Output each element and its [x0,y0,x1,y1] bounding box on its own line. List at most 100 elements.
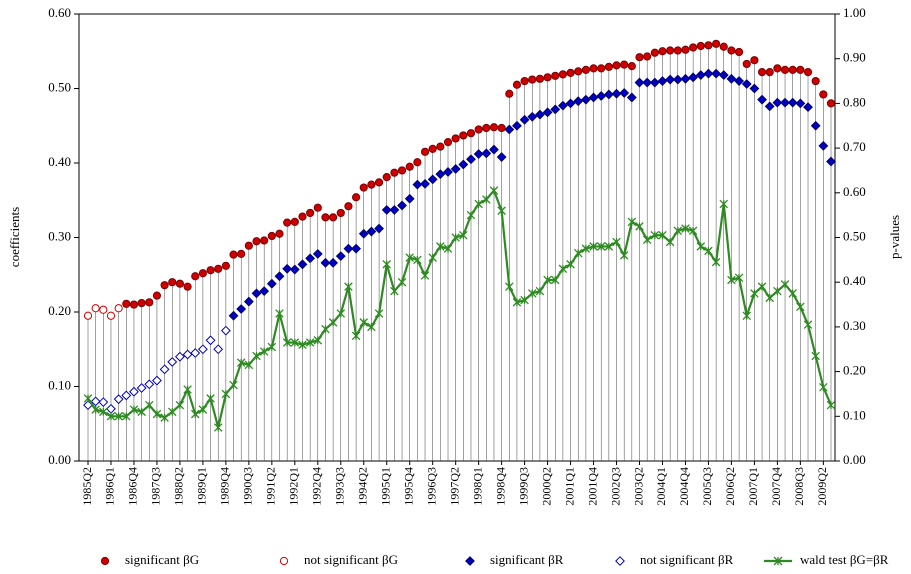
data-point [114,304,123,313]
data-point [344,282,353,291]
data-point [489,144,499,155]
data-point [106,403,116,414]
x-tick-label: 1995Q4 [401,467,415,506]
data-point [711,68,722,79]
data-point [313,203,322,212]
x-tick-label: 2008Q3 [792,467,806,506]
data-point [336,309,346,318]
data-point [672,74,683,85]
data-point [390,286,399,296]
data-point [512,298,522,307]
data-point [175,279,185,288]
data-point [505,89,514,98]
data-point [420,178,430,189]
data-point [795,98,806,109]
legend-label: not significant βG [304,552,398,567]
data-point [450,164,461,174]
data-point [818,140,829,151]
x-tick-label: 1986Q4 [126,467,140,506]
data-point [98,397,109,408]
data-point [773,64,782,73]
legend-marker [100,556,110,566]
data-point [137,407,146,417]
data-point [597,64,606,73]
data-point [459,131,468,140]
data-point [466,210,476,220]
legend-label: significant βG [125,552,199,567]
data-point [412,179,423,190]
data-point [826,99,836,108]
data-point [236,304,247,314]
data-point [565,98,576,109]
data-point [619,251,629,260]
data-point [665,237,675,247]
data-point [160,281,169,290]
data-point [244,360,254,370]
data-point [382,173,391,182]
data-point [765,293,774,303]
data-point [152,291,162,300]
data-point [750,56,759,65]
x-tick-label: 1985Q2 [80,467,94,506]
data-point [243,296,254,307]
data-point [321,213,330,222]
x-tick-label: 2002Q3 [608,467,622,506]
data-point [205,335,216,346]
y2-tick-label: 0.80 [843,94,866,109]
data-point [803,320,813,329]
y-tick-label: 0.60 [48,5,71,20]
data-point [681,224,690,233]
data-point [650,231,660,240]
data-point [168,278,177,287]
data-point [635,222,644,231]
data-point [160,413,169,422]
data-point [374,223,384,234]
data-point [343,243,354,254]
data-point [351,193,361,202]
data-point [787,97,798,108]
y-tick-label: 0.30 [48,228,71,243]
data-point [358,228,369,239]
data-point [328,257,339,268]
data-point [512,120,522,131]
data-point [535,74,545,83]
data-point [144,379,155,390]
legend-label: wald test βG=βR [800,552,889,567]
data-point [259,347,269,356]
data-point [811,351,820,361]
data-point [704,246,713,256]
data-point [765,68,774,77]
data-point [580,94,591,105]
data-point [252,351,261,361]
data-point [649,77,660,88]
y-tick-label: 0.40 [48,154,71,169]
data-point [727,275,736,285]
data-point [382,260,391,269]
data-point [106,311,116,320]
data-point [137,298,146,308]
data-point [405,253,414,262]
x-tick-label: 1988Q2 [172,467,186,506]
y-tick-label: 0.50 [48,79,71,94]
data-point [542,107,553,118]
data-point [99,407,108,417]
data-point [298,212,307,221]
data-point [528,289,537,298]
data-point [321,324,330,334]
data-point [251,288,262,299]
legend-label: significant βR [490,552,564,567]
x-tick-label: 2007Q1 [746,467,760,506]
data-point [681,45,690,54]
data-point [90,396,101,407]
data-point [267,231,276,241]
y2-tick-label: 0.30 [843,318,866,333]
data-point [535,109,545,120]
data-point [159,364,170,375]
data-point [696,41,705,51]
x-tick-label: 1987Q3 [149,467,163,506]
data-point [260,236,269,245]
data-point [290,217,299,226]
legend-marker [615,556,625,566]
data-point [611,88,622,99]
data-point [122,299,131,308]
